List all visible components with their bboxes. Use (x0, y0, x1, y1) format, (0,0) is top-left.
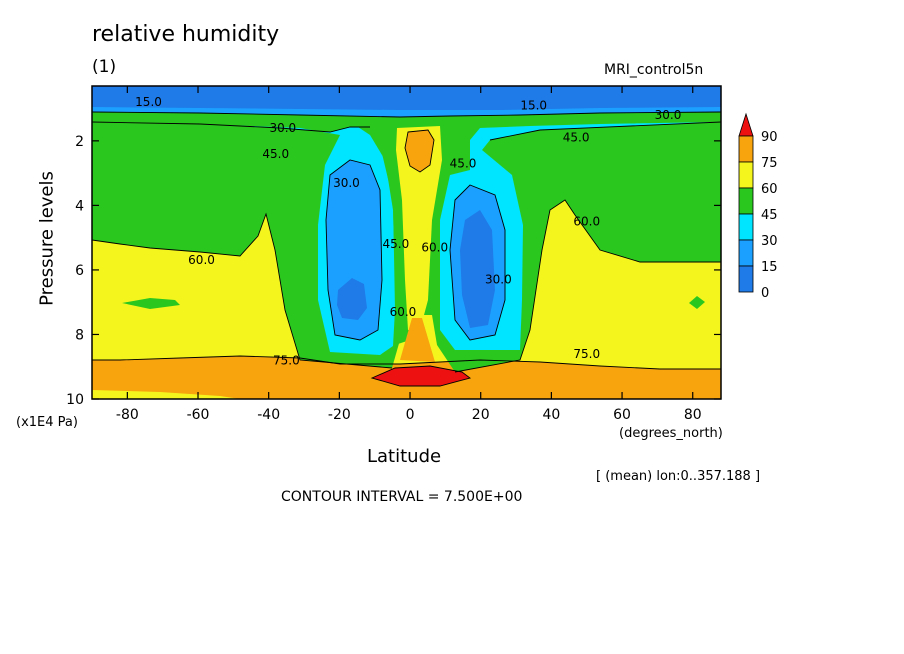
x-tick-label: 20 (472, 407, 490, 423)
dataset-label: MRI_control5n (604, 62, 704, 78)
fill-90 (372, 366, 470, 386)
contour-label: 75.0 (273, 353, 300, 367)
x-axis-units: (degrees_north) (619, 426, 723, 441)
colorbar-label: 60 (761, 182, 778, 197)
plot-frame (91, 85, 722, 400)
fill-60-center (396, 126, 442, 330)
x-tick-label: -80 (116, 407, 139, 423)
contour-label: 60.0 (573, 215, 600, 229)
contour-label: 30.0 (269, 121, 296, 135)
colorbar-swatch-0 (738, 265, 754, 293)
chart-subtitle: (1) (92, 57, 117, 77)
fill-75-surface-tongue (400, 318, 435, 362)
contour-label: 15.0 (520, 98, 547, 112)
colorbar-extend-triangle (738, 112, 754, 137)
colorbar: 90 75 60 45 30 15 0 (738, 112, 778, 301)
colorbar-swatch-75 (738, 135, 754, 163)
axes: -80 -60 -40 -20 0 20 40 60 80 2 4 6 8 10 (66, 85, 722, 423)
x-tick-label: 40 (542, 407, 560, 423)
colorbar-label: 90 (761, 130, 778, 145)
fill-15 (92, 86, 721, 340)
fill-45-east (689, 296, 705, 309)
contour-label: 60.0 (188, 253, 215, 267)
x-tick-label: 80 (684, 407, 702, 423)
chart-title: relative humidity (92, 22, 280, 47)
x-tick-label: 0 (406, 407, 415, 423)
fill-75-upper (405, 130, 434, 172)
colorbar-swatch-45 (738, 187, 754, 215)
x-axis-label: Latitude (367, 446, 442, 467)
contour-label: 15.0 (135, 95, 162, 109)
fill-45-lens (122, 298, 180, 309)
colorbar-label: 15 (761, 260, 778, 275)
x-tick-label: -40 (257, 407, 280, 423)
contour-label: 30.0 (333, 176, 360, 190)
contour-label: 45.0 (262, 147, 289, 161)
y-tick-label: 8 (75, 327, 84, 343)
contour-lines (92, 111, 721, 387)
contour-interval: CONTOUR INTERVAL = 7.500E+00 (281, 489, 523, 505)
y-tick-label: 2 (75, 134, 84, 150)
colorbar-label: 30 (761, 234, 778, 249)
colorbar-swatch-15 (738, 239, 754, 267)
colorbar-label: 45 (761, 208, 778, 223)
fill-60-bottom (92, 390, 240, 399)
contour-label: 45.0 (450, 156, 477, 170)
mean-note: [ (mean) lon:0..357.188 ] (596, 469, 761, 484)
colorbar-label: 75 (761, 156, 778, 171)
contour-label: 45.0 (563, 131, 590, 145)
x-tick-label: -20 (328, 407, 351, 423)
x-tick-label: 60 (613, 407, 631, 423)
contour-label: 75.0 (573, 347, 600, 361)
y-axis-units: (x1E4 Pa) (16, 415, 78, 430)
contour-label: 45.0 (383, 237, 410, 251)
contour-labels: 15.0 15.0 30.0 30.0 30.0 30.0 45.0 45.0 45.0 45.0… (135, 95, 682, 367)
contour-label: 60.0 (421, 240, 448, 254)
y-axis-label: Pressure levels (36, 171, 58, 306)
y-tick-label: 6 (75, 263, 84, 279)
colorbar-swatch-60 (738, 161, 754, 189)
contour-label: 60.0 (390, 305, 417, 319)
y-tick-label: 4 (75, 198, 84, 214)
x-tick-label: -60 (187, 407, 210, 423)
contour-label: 30.0 (655, 108, 682, 122)
y-tick-label: 10 (66, 392, 84, 408)
colorbar-swatch-30 (738, 213, 754, 241)
contour-fill-layer (92, 86, 721, 399)
contour-label: 30.0 (485, 273, 512, 287)
colorbar-label: 0 (761, 286, 769, 301)
